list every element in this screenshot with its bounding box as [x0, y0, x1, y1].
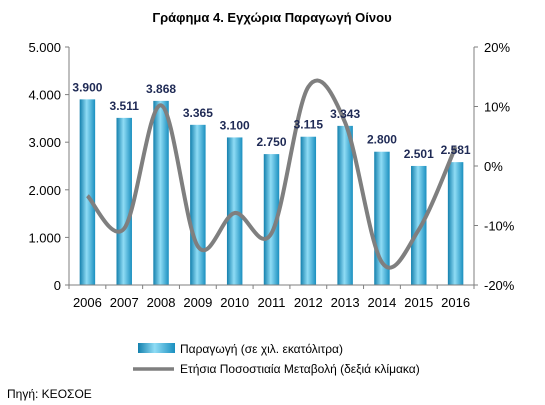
- bar-data-label: 2.501: [404, 147, 434, 161]
- bar-data-label: 3.100: [220, 118, 250, 132]
- x-tick-label: 2012: [294, 295, 323, 310]
- legend-bar-swatch: [138, 343, 175, 353]
- bar-2007: [116, 117, 132, 285]
- axes: [65, 46, 478, 289]
- chart-title: Γράφημα 4. Εγχώρια Παραγωγή Οίνου: [152, 10, 392, 25]
- legend-bar-label: Παραγωγή (σε χιλ. εκατόλιτρα): [180, 342, 343, 356]
- bar-series: [79, 99, 464, 286]
- right-tick-label: 20%: [484, 40, 510, 55]
- line-series: [85, 78, 458, 270]
- left-axis-ticks: 0 1.000 2.000 3.000 4.000 5.000: [28, 40, 61, 293]
- change-line: [85, 78, 458, 270]
- right-tick-label: -20%: [484, 278, 515, 293]
- bar-data-label: 3.343: [330, 107, 360, 121]
- bar-2012: [300, 136, 317, 285]
- bar-2009: [190, 124, 206, 286]
- x-tick-label: 2011: [258, 295, 286, 310]
- bar-2011: [263, 154, 280, 285]
- x-axis-ticks: 2006 2007 2008 2009 2010 2011 2012 2013 2014 2015…: [73, 295, 470, 310]
- bar-data-labels: 3.900 3.511 3.868 3.365 3.100 2.750 3.115 3.343…: [72, 80, 471, 161]
- left-tick-label: 0: [54, 278, 61, 293]
- right-axis-ticks: -20% -10% 0% 10% 20%: [484, 40, 515, 293]
- x-tick-label: 2009: [183, 295, 212, 310]
- right-tick-label: 10%: [484, 100, 510, 115]
- x-tick-label: 2007: [110, 295, 139, 310]
- bar-2008: [153, 100, 169, 285]
- x-tick-label: 2014: [367, 295, 396, 310]
- bar-data-label: 3.365: [183, 106, 213, 120]
- bar-data-label: 2.581: [441, 143, 471, 157]
- left-tick-label: 4.000: [28, 88, 61, 103]
- x-tick-label: 2008: [147, 295, 176, 310]
- x-tick-label: 2013: [331, 295, 360, 310]
- bar-data-label: 2.750: [256, 135, 286, 149]
- x-tick-label: 2010: [220, 295, 249, 310]
- bar-2015: [411, 165, 427, 285]
- bar-data-label: 3.868: [146, 82, 176, 96]
- legend: Παραγωγή (σε χιλ. εκατόλιτρα) Ετήσια Ποσ…: [133, 342, 420, 376]
- left-tick-label: 3.000: [28, 135, 61, 150]
- legend-line-label: Ετήσια Ποσοστιαία Μεταβολή (δεξιά κλίμακ…: [180, 362, 420, 376]
- x-tick-label: 2016: [441, 295, 470, 310]
- bar-2016: [447, 162, 464, 285]
- bar-data-label: 3.900: [72, 80, 102, 94]
- bar-2006: [79, 99, 96, 285]
- right-tick-label: -10%: [484, 219, 515, 234]
- right-tick-label: 0%: [484, 159, 503, 174]
- bar-2013: [337, 125, 353, 285]
- left-tick-label: 2.000: [28, 183, 61, 198]
- x-tick-label: 2006: [73, 295, 102, 310]
- x-tick-label: 2015: [404, 295, 433, 310]
- bar-data-label: 3.115: [294, 118, 324, 132]
- bar-data-label: 2.800: [367, 133, 397, 147]
- source-note: Πηγή: ΚΕΟΣΟΕ: [7, 387, 92, 401]
- bar-data-label: 3.511: [110, 99, 140, 113]
- left-tick-label: 1.000: [28, 230, 61, 245]
- left-tick-label: 5.000: [28, 40, 61, 55]
